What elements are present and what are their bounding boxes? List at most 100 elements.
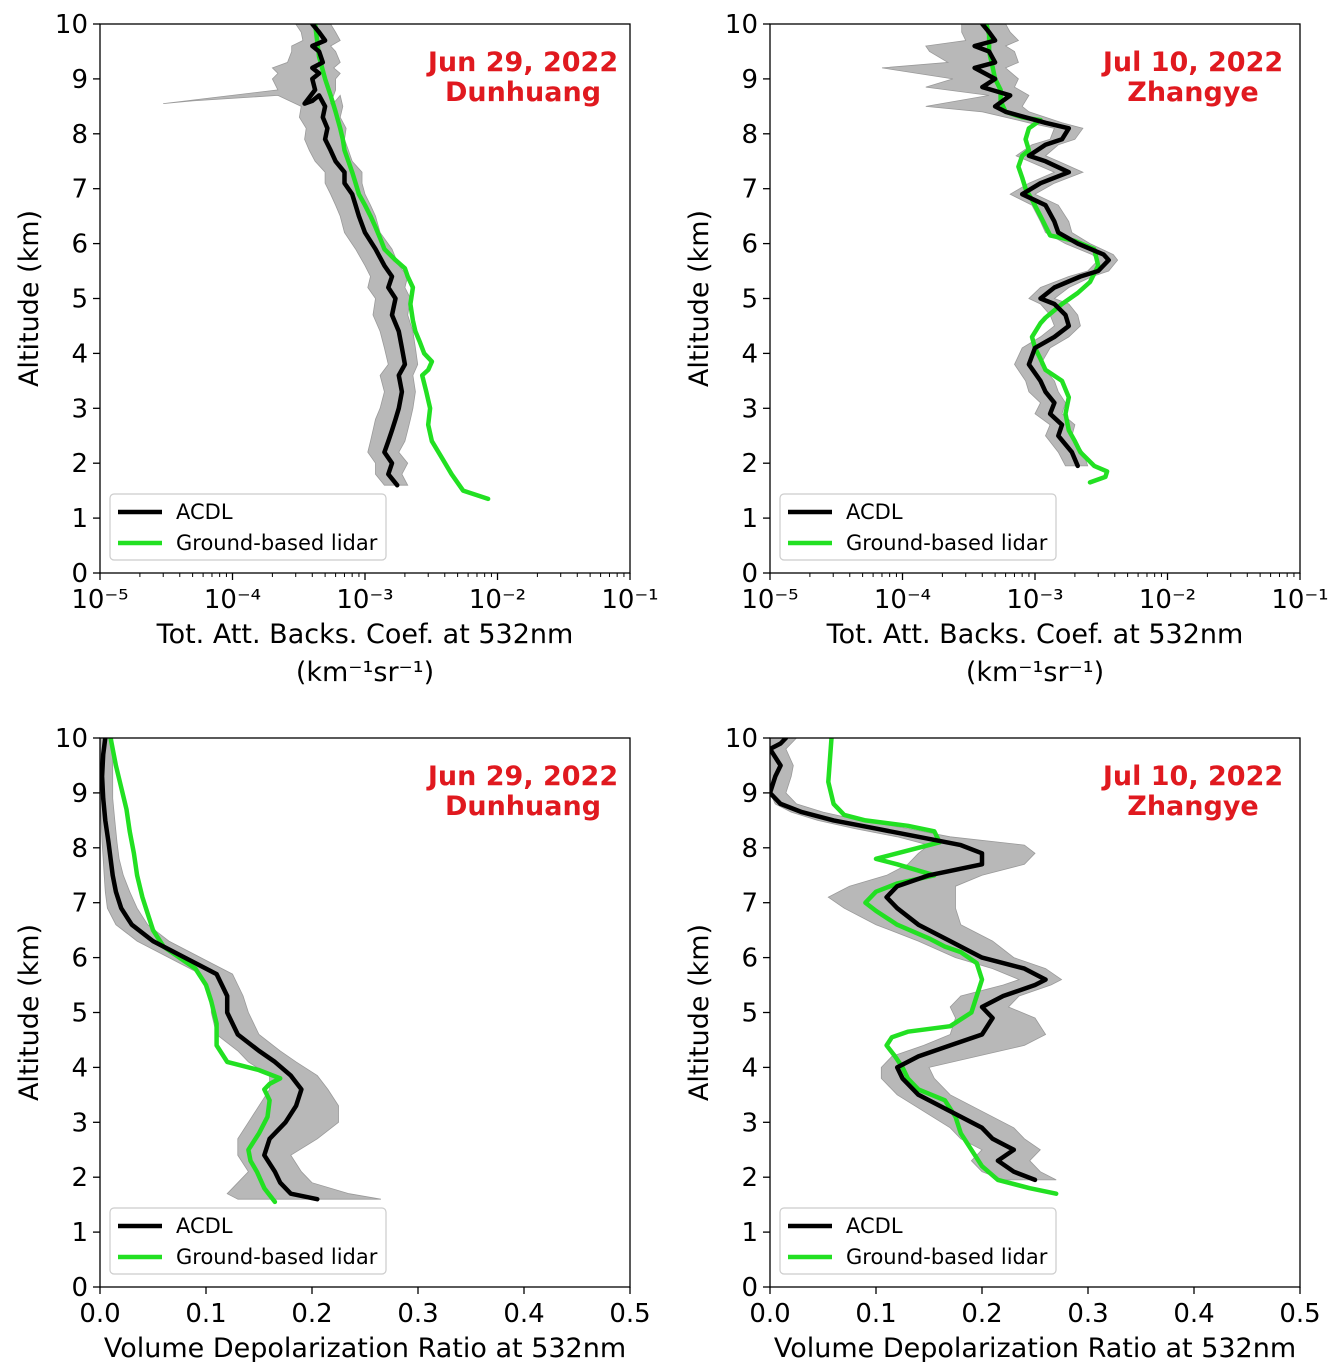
y-tick-label: 6 [741, 230, 758, 260]
y-tick-label: 10 [55, 10, 88, 40]
y-tick-label: 9 [741, 779, 758, 809]
site-annotation: Dunhuang [445, 791, 601, 822]
y-tick-label: 9 [71, 65, 88, 95]
y-tick-label: 1 [71, 1218, 88, 1248]
acdl-uncertainty-band [100, 738, 381, 1199]
y-tick-label: 5 [71, 999, 88, 1029]
y-tick-label: 4 [71, 1053, 88, 1083]
panel-top-left: 0 1 2 3 4 5 6 7 8 9 10 10⁻⁵ 10⁻⁴ 10⁻³ 10⁻² 10⁻¹ Tot. Att… [14, 10, 659, 688]
acdl-uncertainty-band [770, 738, 1062, 1180]
legend: ACDL Ground-based lidar [780, 1208, 1056, 1274]
y-tick-label: 8 [741, 120, 758, 150]
y-tick-label: 5 [741, 285, 758, 315]
panel-bottom-left: 0123456789100.0 0.1 0.2 0.3 0.4 0.5Volume Dep… [14, 724, 651, 1362]
plot-area [882, 24, 1118, 482]
y-tick-label: 1 [741, 504, 758, 534]
y-tick-label: 1 [741, 1218, 758, 1248]
x-tick-label: 10⁻¹ [1271, 585, 1328, 615]
y-tick-label: 2 [71, 1163, 88, 1193]
x-tick-label: 0.5 [609, 1299, 650, 1329]
x-tick-label: 0.2 [291, 1299, 332, 1329]
y-axis-label: Altitude (km) [684, 210, 715, 387]
y-tick-label: 10 [725, 724, 758, 754]
x-tick-label: 0.0 [749, 1299, 790, 1329]
plot-area [163, 24, 488, 499]
x-tick-label: 10⁻² [1139, 585, 1196, 615]
x-axis-label: Volume Depolarization Ratio at 532nm [104, 1333, 626, 1362]
date-annotation: Jun 29, 2022 [426, 761, 618, 792]
x-tick-label: 10⁻³ [336, 585, 393, 615]
x-tick-label: 0.0 [79, 1299, 120, 1329]
y-tick-label: 3 [741, 1108, 758, 1138]
plot-area [770, 738, 1062, 1194]
site-annotation: Zhangye [1127, 77, 1258, 108]
y-tick-label: 5 [741, 999, 758, 1029]
x-tick-label: 0.3 [397, 1299, 438, 1329]
legend-acdl-label: ACDL [176, 500, 233, 524]
y-tick-label: 10 [55, 724, 88, 754]
y-tick-label: 4 [741, 339, 758, 369]
x-tick-label: 0.1 [855, 1299, 896, 1329]
y-tick-label: 6 [71, 230, 88, 260]
x-tick-label: 0.3 [1067, 1299, 1108, 1329]
x-tick-label: 10⁻⁵ [71, 585, 128, 615]
date-annotation: Jul 10, 2022 [1101, 47, 1283, 78]
x-axis-label: Tot. Att. Backs. Coef. at 532nm [826, 619, 1244, 650]
y-tick-label: 1 [71, 504, 88, 534]
panel-bottom-right: 0 1 2 3 4 5 6 7 8 9 10 0.0 0.1 0.2 0.3 0.4 0.5 Volume Dep… [684, 724, 1321, 1362]
y-tick-label: 3 [741, 394, 758, 424]
legend: ACDL Ground-based lidar [110, 1208, 386, 1274]
x-tick-label: 10⁻⁴ [204, 585, 261, 615]
legend: ACDL Ground-based lidar [780, 494, 1056, 560]
y-tick-label: 2 [71, 449, 88, 479]
y-tick-label: 9 [741, 65, 758, 95]
y-tick-label: 2 [741, 449, 758, 479]
x-axis-label: Volume Depolarization Ratio at 532nm [774, 1333, 1296, 1362]
x-tick-label: 0.4 [1173, 1299, 1214, 1329]
x-tick-label: 0.4 [503, 1299, 544, 1329]
x-axis-unit: (km⁻¹sr⁻¹) [966, 657, 1104, 688]
x-tick-label: 0.5 [1279, 1299, 1320, 1329]
y-tick-label: 5 [71, 285, 88, 315]
y-axis-label: Altitude (km) [14, 210, 45, 387]
x-tick-label: 0.1 [185, 1299, 226, 1329]
y-tick-label: 7 [741, 175, 758, 205]
panel-top-right: 0 1 2 3 4 5 6 7 8 9 10 10⁻⁵ 10⁻⁴ 10⁻³ 10⁻² 10⁻¹ Tot. Att… [684, 10, 1328, 688]
legend-ground-label: Ground-based lidar [176, 531, 378, 555]
y-tick-label: 8 [71, 120, 88, 150]
x-tick-label: 10⁻² [469, 585, 526, 615]
legend-acdl-label: ACDL [176, 1214, 233, 1238]
legend-acdl-label: ACDL [846, 500, 903, 524]
y-tick-label: 3 [71, 394, 88, 424]
y-tick-label: 7 [71, 175, 88, 205]
y-tick-label: 2 [741, 1163, 758, 1193]
site-annotation: Dunhuang [445, 77, 601, 108]
y-axis-label: Altitude (km) [14, 924, 45, 1101]
y-tick-label: 8 [741, 834, 758, 864]
legend: ACDL Ground-based lidar [110, 494, 386, 560]
x-tick-label: 10⁻⁵ [741, 585, 798, 615]
legend-acdl-label: ACDL [846, 1214, 903, 1238]
x-axis-label: Tot. Att. Backs. Coef. at 532nm [156, 619, 574, 650]
y-axis-label: Altitude (km) [684, 924, 715, 1101]
x-tick-label: 10⁻³ [1006, 585, 1063, 615]
date-annotation: Jun 29, 2022 [426, 47, 618, 78]
site-annotation: Zhangye [1127, 791, 1258, 822]
y-tick-label: 6 [71, 944, 88, 974]
y-tick-label: 6 [741, 944, 758, 974]
y-tick-label: 4 [741, 1053, 758, 1083]
x-tick-label: 0.2 [961, 1299, 1002, 1329]
x-axis-unit: (km⁻¹sr⁻¹) [296, 657, 434, 688]
legend-ground-label: Ground-based lidar [176, 1245, 378, 1269]
y-tick-label: 7 [71, 889, 88, 919]
y-tick-label: 9 [71, 779, 88, 809]
y-tick-label: 3 [71, 1108, 88, 1138]
x-tick-label: 10⁻⁴ [874, 585, 931, 615]
x-tick-label: 10⁻¹ [601, 585, 658, 615]
y-tick-label: 10 [725, 10, 758, 40]
y-tick-label: 7 [741, 889, 758, 919]
legend-ground-label: Ground-based lidar [846, 1245, 1048, 1269]
legend-ground-label: Ground-based lidar [846, 531, 1048, 555]
